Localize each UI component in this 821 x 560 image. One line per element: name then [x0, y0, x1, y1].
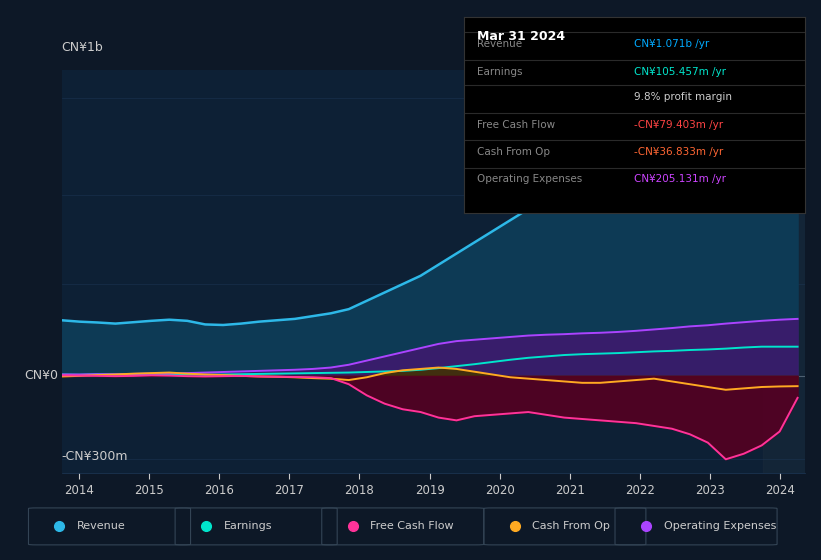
- Text: Free Cash Flow: Free Cash Flow: [478, 120, 556, 129]
- Text: Operating Expenses: Operating Expenses: [478, 175, 583, 184]
- Text: -CN¥79.403m /yr: -CN¥79.403m /yr: [635, 120, 723, 129]
- Text: Earnings: Earnings: [478, 67, 523, 77]
- Bar: [763, 70, 805, 473]
- Text: -CN¥36.833m /yr: -CN¥36.833m /yr: [635, 147, 723, 157]
- Text: CN¥205.131m /yr: CN¥205.131m /yr: [635, 175, 727, 184]
- Text: Cash From Op: Cash From Op: [533, 521, 610, 531]
- Text: Free Cash Flow: Free Cash Flow: [370, 521, 454, 531]
- Text: Operating Expenses: Operating Expenses: [663, 521, 776, 531]
- Text: Mar 31 2024: Mar 31 2024: [478, 30, 566, 43]
- Text: CN¥0: CN¥0: [24, 370, 57, 382]
- Text: CN¥1.071b /yr: CN¥1.071b /yr: [635, 39, 709, 49]
- Text: Cash From Op: Cash From Op: [478, 147, 551, 157]
- Text: 9.8% profit margin: 9.8% profit margin: [635, 92, 732, 102]
- Text: Revenue: Revenue: [478, 39, 523, 49]
- Text: -CN¥300m: -CN¥300m: [62, 450, 128, 463]
- Text: Earnings: Earnings: [224, 521, 273, 531]
- Text: CN¥1b: CN¥1b: [62, 41, 103, 54]
- Text: Revenue: Revenue: [77, 521, 126, 531]
- Text: CN¥105.457m /yr: CN¥105.457m /yr: [635, 67, 727, 77]
